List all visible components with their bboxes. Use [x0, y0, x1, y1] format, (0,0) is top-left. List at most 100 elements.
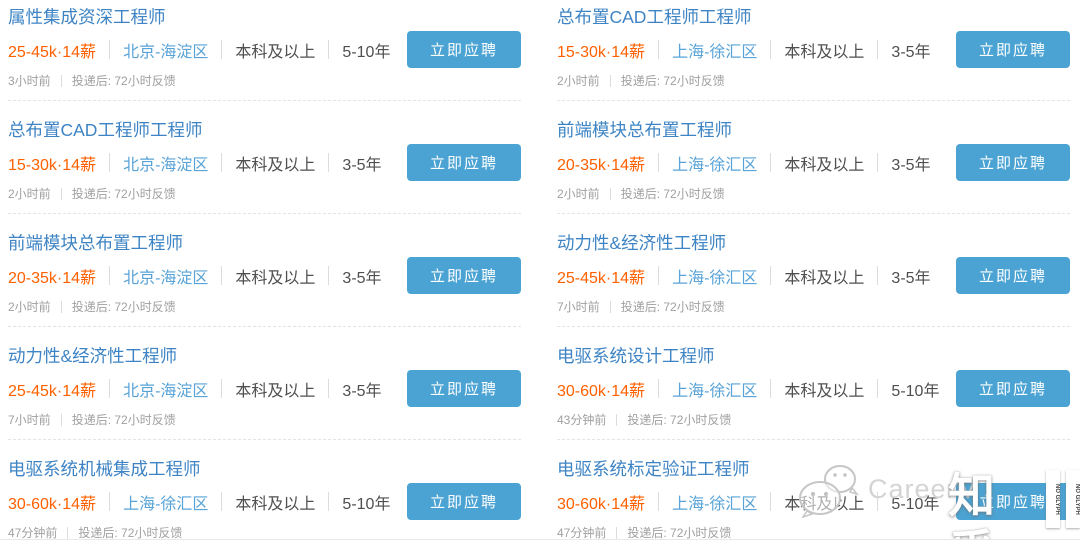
job-education: 本科及以上: [235, 43, 316, 61]
apply-now-button[interactable]: 立即应聘: [407, 483, 521, 520]
job-title-link[interactable]: 总布置CAD工程师工程师: [8, 120, 203, 140]
job-info-row: 30-60k·14薪 上海-徐汇区 本科及以上 5-10年 立即应聘: [557, 370, 1070, 407]
apply-now-button[interactable]: 立即应聘: [956, 483, 1070, 520]
vertical-divider: [616, 527, 618, 539]
vertical-divider: [877, 266, 879, 285]
vertical-divider: [609, 301, 611, 313]
job-education: 本科及以上: [784, 382, 865, 400]
job-experience: 3-5年: [891, 43, 931, 61]
job-info-row: 30-60k·14薪 上海-徐汇区 本科及以上 5-10年 立即应聘: [8, 483, 521, 520]
job-salary: 15-30k·14薪: [8, 156, 97, 174]
job-feedback-note: 投递后: 72小时反馈: [620, 74, 725, 88]
vertical-divider: [221, 492, 223, 511]
apply-now-button[interactable]: 立即应聘: [956, 31, 1070, 68]
job-salary: 20-35k·14薪: [8, 269, 97, 287]
job-posted-time: 2小时前: [8, 187, 51, 201]
job-meta-row: 7小时前 投递后: 72小时反馈: [557, 300, 1070, 314]
job-card: 前端模块总布置工程师 20-35k·14薪 上海-徐汇区 本科及以上 3-5年 …: [557, 113, 1070, 214]
apply-now-button[interactable]: 立即应聘: [956, 257, 1070, 294]
job-meta-row: 2小时前 投递后: 72小时反馈: [8, 300, 521, 314]
job-feedback-note: 投递后: 72小时反馈: [71, 187, 176, 201]
job-card: 电驱系统设计工程师 30-60k·14薪 上海-徐汇区 本科及以上 5-10年 …: [557, 339, 1070, 440]
job-experience: 3-5年: [342, 269, 382, 287]
job-meta-row: 3小时前 投递后: 72小时反馈: [8, 74, 521, 88]
vertical-divider: [60, 75, 62, 87]
job-title-link[interactable]: 动力性&经济性工程师: [557, 233, 727, 253]
apply-now-button[interactable]: 立即应聘: [407, 257, 521, 294]
job-card: 电驱系统机械集成工程师 30-60k·14薪 上海-徐汇区 本科及以上 5-10…: [8, 452, 521, 540]
vertical-divider: [658, 266, 660, 285]
job-title-link[interactable]: 属性集成资深工程师: [8, 7, 166, 27]
job-location: 上海-徐汇区: [672, 43, 758, 61]
vertical-divider: [770, 266, 772, 285]
vertical-divider: [658, 40, 660, 59]
vertical-divider: [109, 492, 111, 511]
job-info-row: 25-45k·14薪 上海-徐汇区 本科及以上 3-5年 立即应聘: [557, 257, 1070, 294]
apply-now-button[interactable]: 立即应聘: [407, 31, 521, 68]
apply-now-button[interactable]: 立即应聘: [407, 370, 521, 407]
vertical-divider: [877, 379, 879, 398]
job-feedback-note: 投递后: 72小时反馈: [71, 300, 176, 314]
job-feedback-note: 投递后: 72小时反馈: [71, 413, 176, 427]
job-location: 上海-徐汇区: [672, 382, 758, 400]
job-experience: 5-10年: [342, 43, 391, 61]
job-location: 北京-海淀区: [123, 156, 209, 174]
vertical-divider: [60, 414, 62, 426]
job-card: 动力性&经济性工程师 25-45k·14薪 上海-徐汇区 本科及以上 3-5年 …: [557, 226, 1070, 327]
job-posted-time: 47分钟前: [557, 526, 607, 540]
job-title-link[interactable]: 前端模块总布置工程师: [8, 233, 183, 253]
job-card: 总布置CAD工程师工程师 15-30k·14薪 上海-徐汇区 本科及以上 3-5…: [557, 0, 1070, 101]
job-title-link[interactable]: 总布置CAD工程师工程师: [557, 7, 752, 27]
vertical-divider: [67, 527, 69, 539]
job-title-link[interactable]: 电驱系统机械集成工程师: [8, 459, 201, 479]
job-salary: 15-30k·14薪: [557, 43, 646, 61]
job-posted-time: 7小时前: [557, 300, 600, 314]
job-info-row: 15-30k·14薪 上海-徐汇区 本科及以上 3-5年 立即应聘: [557, 31, 1070, 68]
job-title-link[interactable]: 电驱系统标定验证工程师: [557, 459, 750, 479]
job-meta-row: 2小时前 投递后: 72小时反馈: [557, 187, 1070, 201]
vertical-divider: [109, 266, 111, 285]
vertical-divider: [60, 188, 62, 200]
job-posted-time: 7小时前: [8, 413, 51, 427]
job-info-row: 15-30k·14薪 北京-海淀区 本科及以上 3-5年 立即应聘: [8, 144, 521, 181]
job-education: 本科及以上: [784, 43, 865, 61]
job-experience: 3-5年: [891, 269, 931, 287]
apply-now-button[interactable]: 立即应聘: [407, 144, 521, 181]
job-experience: 5-10年: [342, 495, 391, 513]
vertical-divider: [609, 75, 611, 87]
vertical-divider: [328, 40, 330, 59]
job-meta-row: 47分钟前 投递后: 72小时反馈: [8, 526, 521, 540]
vertical-divider: [658, 492, 660, 511]
job-posted-time: 3小时前: [8, 74, 51, 88]
vertical-divider: [658, 379, 660, 398]
vertical-divider: [109, 40, 111, 59]
job-title-link[interactable]: 动力性&经济性工程师: [8, 346, 178, 366]
job-feedback-note: 投递后: 72小时反馈: [627, 413, 732, 427]
job-salary: 25-45k·14薪: [8, 382, 97, 400]
job-location: 上海-徐汇区: [672, 269, 758, 287]
job-education: 本科及以上: [235, 495, 316, 513]
job-meta-row: 2小时前 投递后: 72小时反馈: [8, 187, 521, 201]
job-education: 本科及以上: [235, 382, 316, 400]
apply-now-button[interactable]: 立即应聘: [956, 370, 1070, 407]
job-salary: 20-35k·14薪: [557, 156, 646, 174]
job-info-row: 20-35k·14薪 上海-徐汇区 本科及以上 3-5年 立即应聘: [557, 144, 1070, 181]
job-meta-row: 43分钟前 投递后: 72小时反馈: [557, 413, 1070, 427]
job-title-link[interactable]: 电驱系统设计工程师: [557, 346, 715, 366]
job-title-link[interactable]: 前端模块总布置工程师: [557, 120, 732, 140]
job-salary: 25-45k·14薪: [8, 43, 97, 61]
job-education: 本科及以上: [235, 269, 316, 287]
job-experience: 3-5年: [891, 156, 931, 174]
vertical-divider: [221, 379, 223, 398]
vertical-divider: [877, 40, 879, 59]
job-info-row: 30-60k·14薪 上海-徐汇区 本科及以上 5-10年 立即应聘: [557, 483, 1070, 520]
job-education: 本科及以上: [784, 269, 865, 287]
vertical-divider: [877, 153, 879, 172]
job-posted-time: 2小时前: [557, 187, 600, 201]
vertical-divider: [770, 153, 772, 172]
apply-now-button[interactable]: 立即应聘: [956, 144, 1070, 181]
job-info-row: 25-45k·14薪 北京-海淀区 本科及以上 5-10年 立即应聘: [8, 31, 521, 68]
job-posted-time: 47分钟前: [8, 526, 58, 540]
